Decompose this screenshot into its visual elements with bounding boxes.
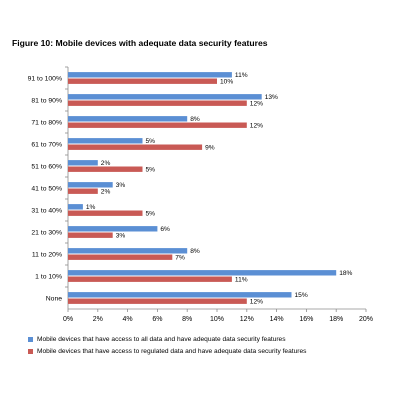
bar bbox=[68, 160, 98, 166]
x-tick-label: 14% bbox=[270, 316, 284, 323]
bar bbox=[68, 72, 232, 78]
chart-title: Figure 10: Mobile devices with adequate … bbox=[12, 38, 268, 48]
legend-swatch-regulated-data bbox=[28, 348, 33, 354]
bar bbox=[68, 204, 83, 210]
data-label: 11% bbox=[235, 72, 248, 79]
bar bbox=[68, 116, 188, 122]
data-label: 5% bbox=[146, 166, 156, 173]
data-label: 8% bbox=[190, 248, 200, 255]
bar bbox=[68, 78, 217, 84]
bar bbox=[68, 144, 203, 150]
bar bbox=[68, 276, 232, 282]
category-label: 51 to 60% bbox=[31, 164, 62, 171]
category-label: 41 to 50% bbox=[31, 186, 62, 193]
data-label: 2% bbox=[101, 160, 111, 167]
category-label: 11 to 20% bbox=[32, 252, 62, 259]
legend-item-regulated-data: Mobile devices that have access to regul… bbox=[28, 345, 306, 357]
bar bbox=[68, 100, 247, 106]
x-tick-label: 6% bbox=[152, 316, 162, 323]
data-label: 10% bbox=[220, 78, 233, 85]
x-tick-label: 16% bbox=[299, 316, 313, 323]
data-label: 5% bbox=[146, 138, 156, 145]
category-label: None bbox=[46, 296, 62, 303]
bar bbox=[68, 298, 247, 304]
bar bbox=[68, 166, 143, 172]
legend-swatch-all-data bbox=[28, 336, 33, 342]
category-label: 91 to 100% bbox=[28, 76, 62, 83]
bar bbox=[68, 122, 247, 128]
bar bbox=[68, 226, 158, 232]
data-label: 8% bbox=[190, 116, 200, 123]
chart-legend: Mobile devices that have access to all d… bbox=[28, 333, 306, 357]
data-label: 3% bbox=[116, 182, 126, 189]
x-tick-label: 2% bbox=[93, 316, 103, 323]
bar bbox=[68, 210, 143, 216]
data-label: 12% bbox=[250, 100, 263, 107]
data-label: 3% bbox=[116, 232, 126, 239]
x-tick-label: 12% bbox=[240, 316, 254, 323]
category-label: 1 to 10% bbox=[35, 274, 62, 281]
data-label: 12% bbox=[250, 122, 263, 129]
data-label: 18% bbox=[339, 270, 352, 277]
data-label: 2% bbox=[101, 188, 111, 195]
data-label: 12% bbox=[250, 298, 263, 305]
category-label: 61 to 70% bbox=[31, 142, 62, 149]
data-label: 6% bbox=[160, 226, 170, 233]
category-label: 71 to 80% bbox=[31, 120, 62, 127]
bar bbox=[68, 254, 173, 260]
data-label: 11% bbox=[235, 276, 248, 283]
bar bbox=[68, 248, 188, 254]
bar bbox=[68, 232, 113, 238]
bar bbox=[68, 182, 113, 188]
data-label: 5% bbox=[146, 210, 156, 217]
data-label: 1% bbox=[86, 204, 96, 211]
bar bbox=[68, 292, 292, 298]
x-tick-label: 4% bbox=[123, 316, 133, 323]
x-tick-label: 18% bbox=[329, 316, 343, 323]
data-label: 9% bbox=[205, 144, 215, 151]
bar bbox=[68, 138, 143, 144]
x-tick-label: 20% bbox=[359, 316, 373, 323]
bar bbox=[68, 188, 98, 194]
legend-label-regulated-data: Mobile devices that have access to regul… bbox=[37, 347, 307, 355]
category-label: 81 to 90% bbox=[31, 98, 62, 105]
category-label: 21 to 30% bbox=[31, 230, 62, 237]
bar bbox=[68, 270, 337, 276]
data-label: 7% bbox=[175, 254, 185, 261]
data-label: 15% bbox=[295, 292, 308, 299]
legend-label-all-data: Mobile devices that have access to all d… bbox=[37, 335, 286, 343]
category-label: 31 to 40% bbox=[31, 208, 62, 215]
legend-item-all-data: Mobile devices that have access to all d… bbox=[28, 333, 306, 345]
data-label: 13% bbox=[265, 94, 278, 101]
bar bbox=[68, 94, 262, 100]
x-tick-label: 0% bbox=[63, 316, 73, 323]
x-tick-label: 10% bbox=[210, 316, 224, 323]
x-tick-label: 8% bbox=[182, 316, 192, 323]
